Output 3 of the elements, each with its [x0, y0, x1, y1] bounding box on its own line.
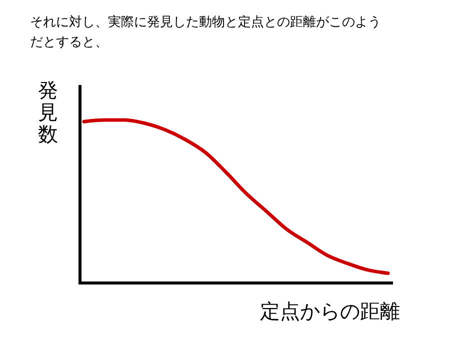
x-axis-title: 定点からの距離 [260, 299, 400, 323]
chart-title: それに対し、実際に発見した動物と定点との距離がこのようだとすると、 [30, 14, 381, 50]
y-axis-title: 発見数 [38, 78, 58, 146]
